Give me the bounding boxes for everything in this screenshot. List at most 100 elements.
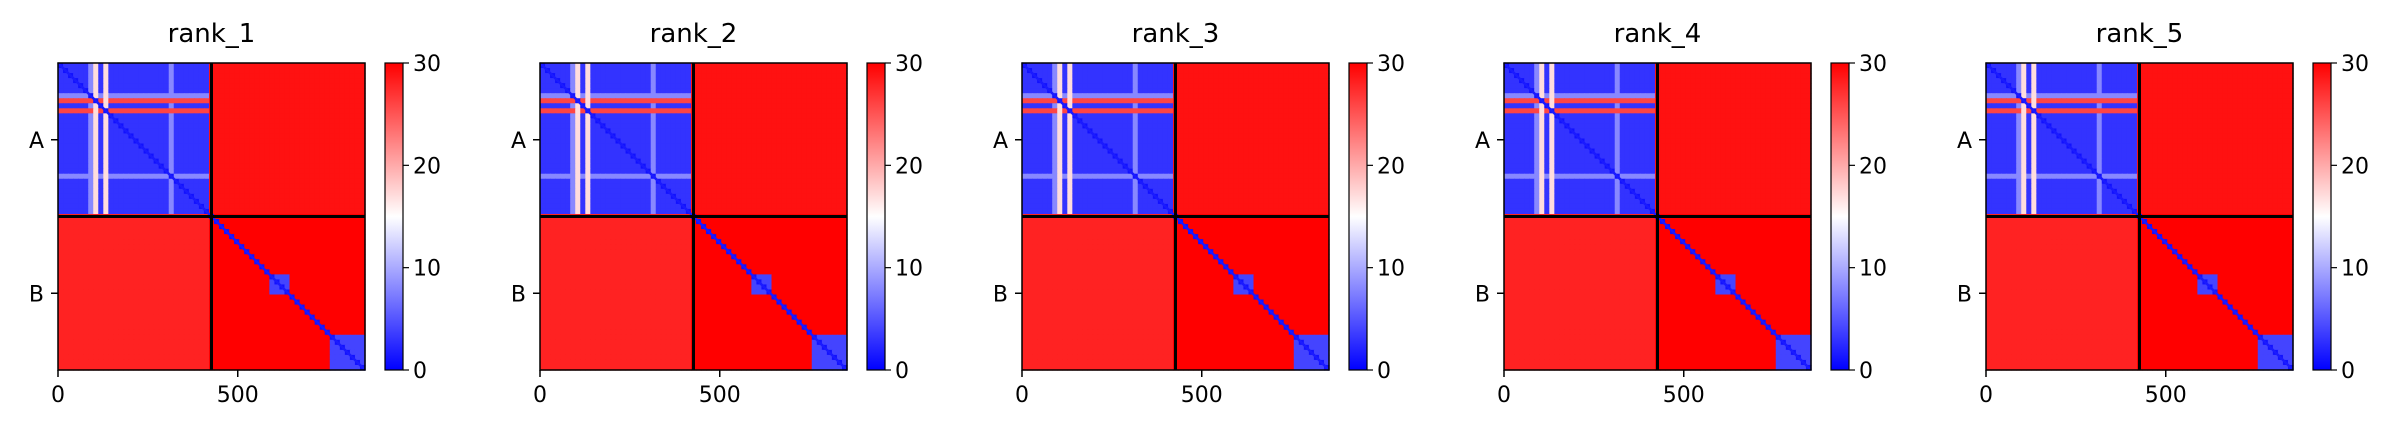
heatmap-cell [219,148,225,155]
heatmap-cell [309,118,316,124]
heatmap-cell [796,88,803,94]
heatmap-cell [229,344,235,351]
heatmap-cell [203,239,210,245]
heatmap-cell [334,334,341,341]
heatmap-cell [836,143,843,150]
heatmap-cell [816,113,823,119]
heatmap-cell [776,158,783,165]
heatmap-cell [173,83,180,89]
colorbar-tick-label: 0 [413,359,427,384]
heatmap-cell [93,88,99,94]
heatmap-cell [163,103,170,109]
heatmap-cell [214,334,220,341]
heatmap-cell [88,153,94,160]
heatmap-cell [756,118,763,124]
heatmap-cell [354,188,361,195]
heatmap-cell [229,284,235,291]
heatmap-cell [274,234,281,240]
heatmap-cell [239,219,245,225]
heatmap-cell [188,234,195,240]
heatmap-cell [289,259,296,265]
heatmap-cell [93,224,99,230]
heatmap-cell [324,133,331,140]
heatmap-cell [219,334,225,341]
heatmap-cell [600,158,607,165]
heatmap-cell [831,153,838,160]
heatmap-cell [349,148,356,155]
heatmap-cell [239,304,245,311]
heatmap-cell [299,264,306,270]
heatmap-cell [83,364,89,371]
heatmap-cell [721,93,727,99]
heatmap-cell [173,88,180,94]
heatmap-cell [726,153,732,160]
heatmap-cell [575,108,581,114]
heatmap-cell [841,78,848,84]
heatmap-cell [113,239,119,245]
heatmap-cell [324,188,331,195]
heatmap-cell [163,88,170,94]
heatmap-cell [796,103,803,109]
heatmap-cell [660,78,667,84]
heatmap-cell [354,354,361,361]
heatmap-cell [339,359,346,366]
heatmap-cell [304,188,311,195]
heatmap-cell [304,133,311,140]
heatmap-cell [198,188,205,195]
heatmap-cell [68,299,74,306]
heatmap-cell [198,168,205,175]
heatmap-cell [259,78,265,84]
heatmap-cell [254,103,260,109]
heatmap-cell [821,68,828,74]
heatmap-cell [756,148,763,155]
heatmap-cell [259,83,265,89]
heatmap-cell [575,68,581,74]
heatmap-cell [259,173,265,180]
heatmap-cell [274,289,281,296]
heatmap-cell [244,264,250,270]
heatmap-cell [224,63,230,69]
heatmap-cell [274,299,281,306]
heatmap-cell [133,93,140,99]
heatmap-cell [655,103,662,109]
heatmap-cell [229,178,235,185]
heatmap-cell [168,88,175,94]
heatmap-cell [329,198,336,205]
heatmap-cell [93,349,99,356]
heatmap-cell [244,219,250,225]
heatmap-cell [78,354,84,361]
heatmap-cell [324,249,331,255]
heatmap-cell [123,173,130,180]
heatmap-cell [630,148,637,155]
heatmap-cell [600,93,607,99]
heatmap-cell [98,143,104,150]
heatmap-cell [58,193,64,200]
heatmap-cell [244,224,250,230]
heatmap-cell [550,158,556,165]
heatmap-cell [289,123,296,130]
heatmap-cell [660,103,667,109]
heatmap-cell [123,103,130,109]
heatmap-cell [294,289,301,296]
heatmap-cell [178,354,185,361]
heatmap-cell [259,63,265,69]
heatmap-cell [314,128,321,135]
heatmap-cell [269,354,276,361]
heatmap-cell [103,163,109,170]
heatmap-cell [148,279,155,286]
heatmap-cell [324,168,331,175]
heatmap-cell [279,68,286,74]
heatmap-cell [359,188,366,195]
heatmap-cell [63,274,69,281]
heatmap-cell [138,108,145,114]
heatmap-cell [274,158,281,165]
heatmap-cell [284,244,291,250]
heatmap-cell [183,319,190,326]
heatmap-cell [128,224,135,230]
heatmap-cell [83,123,89,130]
heatmap-cell [239,188,245,195]
heatmap-cell [801,78,808,84]
heatmap-cell [58,239,64,245]
heatmap-cell [183,63,190,69]
heatmap-cell [178,68,185,74]
